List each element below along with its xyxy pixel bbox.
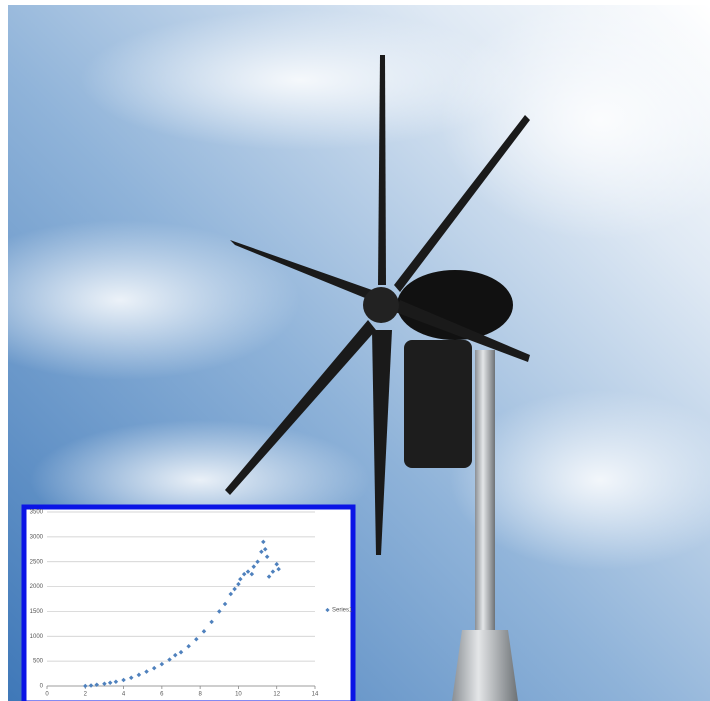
y-tick-label: 1000 [30, 634, 44, 640]
y-tick-label: 2000 [30, 584, 44, 590]
x-tick-label: 6 [160, 692, 164, 698]
x-tick-label: 0 [45, 692, 49, 698]
data-point [261, 539, 266, 545]
data-point [266, 574, 272, 579]
wind-turbine [225, 55, 530, 701]
y-tick-label: 1500 [30, 609, 44, 615]
data-point [255, 559, 260, 564]
x-tick-label: 10 [235, 692, 242, 698]
legend-label: Series1 [332, 608, 353, 614]
y-tick-label: 3500 [30, 510, 44, 516]
x-tick-label: 2 [84, 692, 88, 698]
data-point [264, 554, 270, 560]
data-point [274, 561, 279, 567]
data-point [276, 566, 281, 572]
data-point [259, 549, 264, 555]
x-tick-label: 12 [273, 692, 280, 698]
x-tick-label: 8 [198, 692, 202, 698]
chart: 0 500 1000 1500 2000 2500 3000 3500 0 2 4 6 8 10 12 14 S… [30, 510, 353, 698]
y-tick-label: 2500 [30, 559, 44, 565]
chart-frame [21, 504, 356, 701]
x-tick-label: 14 [312, 692, 319, 698]
x-tick-label: 4 [122, 692, 126, 698]
data-point [270, 569, 276, 574]
data-point [262, 547, 268, 552]
y-tick-label: 3000 [30, 534, 44, 540]
y-tick-label: 500 [33, 659, 44, 665]
y-tick-label: 0 [40, 684, 44, 690]
legend-marker [325, 607, 330, 613]
